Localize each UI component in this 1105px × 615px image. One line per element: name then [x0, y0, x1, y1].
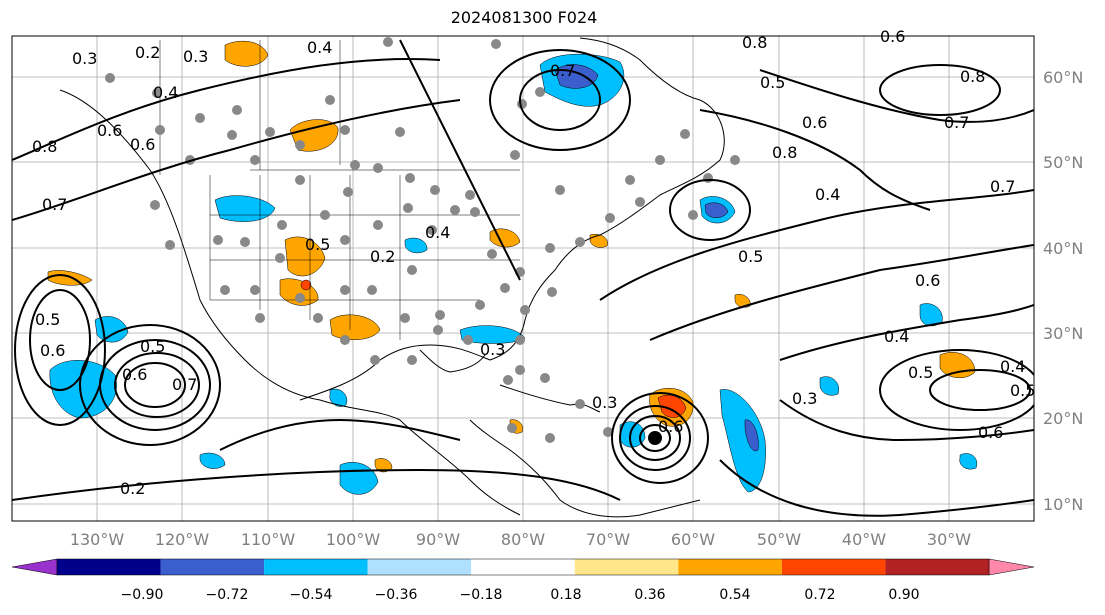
lon-label: 100°W [326, 530, 381, 549]
lon-label: 30°W [927, 530, 971, 549]
latitude-labels: 60°N 50°N 40°N 30°N 20°N 10°N [1043, 68, 1083, 514]
contour-label: 0.6 [97, 121, 122, 140]
lat-label: 60°N [1043, 68, 1083, 87]
contour-label: 0.5 [35, 310, 60, 329]
colorbar-right-extension [988, 558, 1035, 576]
longitude-labels: 130°W 120°W 110°W 100°W 90°W 80°W 70°W 6… [70, 530, 971, 549]
contour-label: 0.8 [742, 33, 767, 52]
contour-label: 0.4 [425, 223, 450, 242]
colorbar-left-extension [11, 558, 58, 576]
contour-label: 0.5 [305, 235, 330, 254]
colorbar-tick-label: 0.90 [888, 587, 919, 603]
contour-label: 0.7 [550, 61, 575, 80]
contour-label: 0.7 [42, 195, 67, 214]
contour-label: 0.6 [130, 135, 155, 154]
contour-label: 0.5 [760, 73, 785, 92]
contour-label: 0.3 [792, 389, 817, 408]
contour-label: 0.8 [772, 143, 797, 162]
lon-label: 130°W [70, 530, 125, 549]
colorbar-segment [57, 559, 161, 575]
colorbar-segment [678, 559, 782, 575]
map-border [11, 35, 1035, 522]
colorbar-segment [160, 559, 265, 575]
colorbar-tick-label: −0.36 [375, 587, 418, 603]
lat-label: 20°N [1043, 409, 1083, 428]
colorbar-tick-label: −0.18 [460, 587, 503, 603]
colorbar-segment [574, 559, 679, 575]
lon-label: 50°W [757, 530, 801, 549]
contour-label: 0.6 [802, 113, 827, 132]
contour-label: 0.4 [884, 327, 909, 346]
lon-label: 60°W [671, 530, 715, 549]
contour-label: 0.6 [915, 271, 940, 290]
contour-label: 0.6 [40, 341, 65, 360]
contour-label: 0.3 [183, 47, 208, 66]
contour-label: 0.3 [592, 393, 617, 412]
colorbar-segment [264, 559, 368, 575]
contour-label: 0.4 [815, 185, 840, 204]
contour-label: 0.4 [307, 38, 332, 57]
contour-label: 0.8 [32, 137, 57, 156]
colorbar: −0.90 −0.72 −0.54 −0.36 −0.18 0.18 0.36 … [11, 558, 1035, 603]
contour-label: 0.7 [944, 113, 969, 132]
colorbar-tick-label: −0.90 [121, 587, 164, 603]
contour-label: 0.3 [480, 340, 505, 359]
grid-lines [12, 36, 1034, 521]
lat-label: 30°N [1043, 324, 1083, 343]
colorbar-tick-label: −0.72 [206, 587, 249, 603]
contour-label: 0.5 [140, 337, 165, 356]
contour-label: 0.7 [172, 375, 197, 394]
lon-label: 70°W [586, 530, 630, 549]
lon-label: 40°W [842, 530, 886, 549]
colorbar-tick-label: −0.54 [290, 587, 333, 603]
contour-label: 0.4 [1000, 357, 1025, 376]
lon-label: 90°W [416, 530, 460, 549]
lat-label: 50°N [1043, 153, 1083, 172]
coastlines [59, 37, 725, 518]
colorbar-segment [471, 559, 575, 575]
lon-label: 120°W [155, 530, 210, 549]
contour-lines [12, 39, 1034, 517]
contour-label: 0.6 [658, 417, 683, 436]
colorbar-tick-label: 0.36 [634, 587, 665, 603]
colorbar-segment [885, 559, 989, 575]
colorbar-tick-label: 0.18 [550, 587, 581, 603]
colorbar-outline [56, 558, 990, 576]
contour-label: 0.2 [120, 479, 145, 498]
contour-label: 0.6 [122, 365, 147, 384]
lat-label: 10°N [1043, 495, 1083, 514]
contour-label: 0.4 [153, 83, 178, 102]
contour-label: 0.8 [960, 67, 985, 86]
storm-center-marker [648, 431, 662, 445]
contour-label: 0.5 [738, 247, 763, 266]
lon-label: 80°W [501, 530, 545, 549]
contour-label-group: 0.3 0.2 0.3 0.4 0.4 0.7 0.8 0.6 0.6 0.8 … [32, 27, 1035, 498]
colorbar-tick-label: 0.72 [804, 587, 835, 603]
map-title: 2024081300 F024 [450, 8, 598, 27]
colorbar-tick-label: 0.54 [719, 587, 750, 603]
colorbar-segment [781, 559, 886, 575]
contour-label: 0.5 [908, 363, 933, 382]
lon-label: 110°W [241, 530, 296, 549]
contour-label: 0.2 [135, 43, 160, 62]
lat-label: 40°N [1043, 239, 1083, 258]
contour-label: 0.3 [72, 49, 97, 68]
contour-label: 0.5 [1010, 381, 1035, 400]
contour-label: 0.2 [370, 247, 395, 266]
colorbar-segment [367, 559, 472, 575]
contour-label: 0.6 [978, 423, 1003, 442]
contour-label: 0.7 [990, 177, 1015, 196]
